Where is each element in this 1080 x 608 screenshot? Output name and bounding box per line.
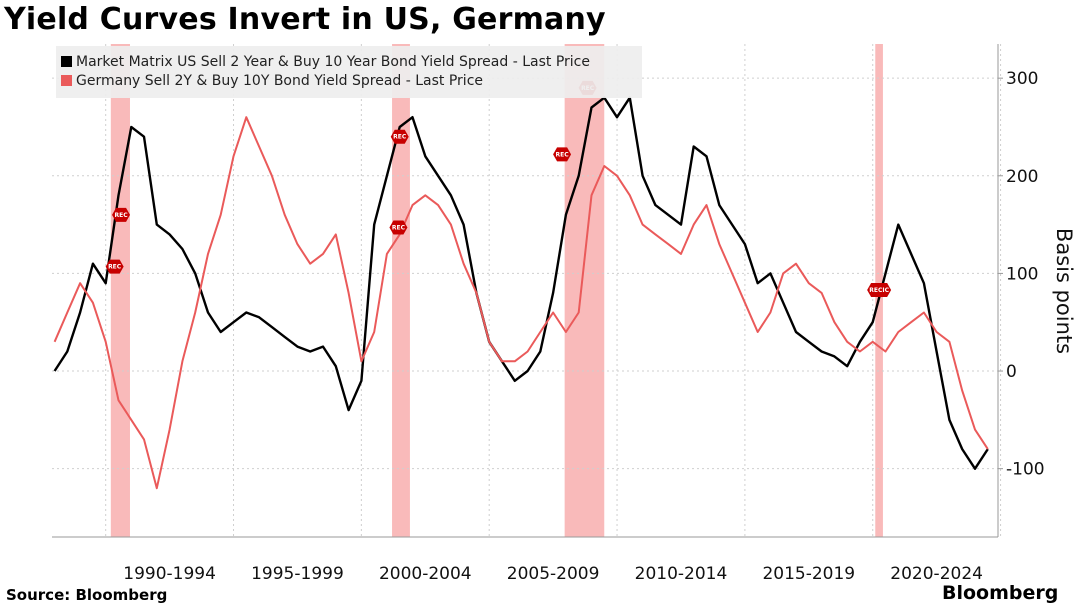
- grid-lines: [52, 44, 1002, 537]
- y-tick-label-3: 200: [1006, 167, 1038, 187]
- axes: [52, 44, 999, 538]
- x-tick-label-4: 2010-2014: [635, 564, 728, 584]
- x-ticks: 1990-1994 1995-1999 2000-2004 2005-2009 2010…: [123, 564, 983, 584]
- recession-marker-0: [112, 207, 131, 222]
- recession-marker-1: [105, 259, 124, 274]
- recession-marker-4: [553, 147, 572, 162]
- y-tick-label-4: 300: [1006, 69, 1038, 89]
- brand-logo: Bloomberg: [942, 582, 1059, 604]
- x-tick-label-3: 2005-2009: [507, 564, 600, 584]
- recession-band-0: [110, 44, 130, 537]
- legend-label-germany: Germany Sell 2Y & Buy 10Y Bond Yield Spr…: [76, 73, 483, 89]
- recession-marker-label-2: REC: [393, 134, 407, 141]
- recession-bands: [110, 44, 883, 537]
- series-line-0: [53, 96, 989, 470]
- recession-marker-label-1: REC: [108, 264, 122, 271]
- legend-background: [56, 46, 642, 98]
- y-tick-label-1: 0: [1006, 362, 1017, 382]
- legend-swatch-us: [61, 56, 72, 67]
- source-note: Source: Bloomberg: [6, 586, 168, 604]
- y-axis-label: Basis points: [1052, 228, 1076, 354]
- legend-label-us: Market Matrix US Sell 2 Year & Buy 10 Ye…: [76, 54, 590, 70]
- recession-marker-label-3: REC: [392, 225, 406, 232]
- recession-markers: RECRECRECRECRECRECRECIC: [105, 80, 892, 298]
- y-tick-label-2: 100: [1006, 264, 1038, 284]
- series-line-1: [53, 116, 989, 490]
- x-tick-label-1: 1995-1999: [251, 564, 344, 584]
- legend: Market Matrix US Sell 2 Year & Buy 10 Ye…: [56, 46, 642, 98]
- x-tick-label-0: 1990-1994: [123, 564, 216, 584]
- recession-marker-label-4: REC: [556, 151, 570, 158]
- series-lines: [53, 96, 989, 490]
- x-tick-label-6: 2020-2024: [890, 564, 983, 584]
- recession-marker-label-0: REC: [114, 212, 128, 219]
- y-ticks: -100 0 100 200 300: [998, 69, 1045, 480]
- recession-marker-3: [389, 220, 408, 235]
- recession-marker-2: [390, 129, 409, 144]
- chart-title: Yield Curves Invert in US, Germany: [4, 2, 606, 37]
- recession-marker-label-6: RECIC: [869, 287, 889, 294]
- y-tick-label-0: -100: [1006, 460, 1045, 480]
- recession-marker-6: [867, 283, 892, 298]
- x-tick-label-2: 2000-2004: [379, 564, 472, 584]
- recession-band-1: [392, 44, 410, 537]
- recession-band-2: [564, 44, 605, 537]
- legend-swatch-germany: [61, 75, 72, 86]
- x-tick-label-5: 2015-2019: [762, 564, 855, 584]
